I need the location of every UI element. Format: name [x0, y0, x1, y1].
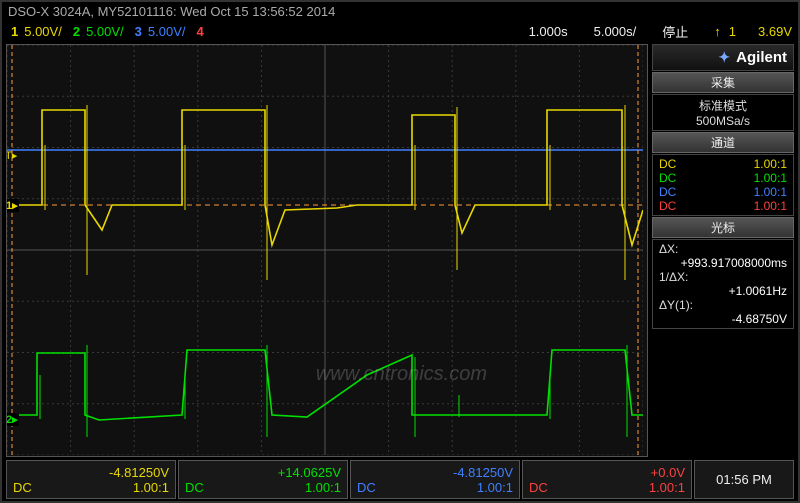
channel-header: 通道 [652, 132, 794, 153]
ch3-num: 3 [132, 24, 145, 39]
meas-ch1-value: -4.81250V [13, 465, 169, 480]
acq-body: 标准模式 500MSa/s [652, 94, 794, 131]
meas-ch3-value: -4.81250V [357, 465, 513, 480]
trig-channel: 1 [729, 24, 736, 39]
channel-row: DC1.00:1 [655, 199, 791, 213]
acq-header: 采集 [652, 72, 794, 93]
channel-row: DC1.00:1 [655, 185, 791, 199]
meas-ch2-ratio: 1.00:1 [305, 480, 341, 495]
dx-value: +993.917008000ms [659, 256, 787, 270]
meas-ch1-ratio: 1.00:1 [133, 480, 169, 495]
meas-ch4[interactable]: +0.0V DC 1.00:1 [522, 460, 692, 499]
dx-label: ΔX: [659, 242, 787, 256]
meas-ch2[interactable]: +14.0625V DC 1.00:1 [178, 460, 348, 499]
brand-text: Agilent [736, 49, 787, 66]
meas-ch3[interactable]: -4.81250V DC 1.00:1 [350, 460, 520, 499]
brand-icon: ✦ [718, 49, 730, 66]
cursor-header: 光标 [652, 217, 794, 238]
acq-mode: 标准模式 [657, 97, 789, 114]
ch3-scale: 5.00V/ [148, 24, 186, 39]
meas-ch4-value: +0.0V [529, 465, 685, 480]
info-bar: 15.00V/ 25.00V/ 35.00V/ 4 1.000s 5.000s/… [2, 21, 798, 42]
meas-ch1-dc: DC [13, 480, 32, 495]
clock: 01:56 PM [694, 460, 794, 499]
ch1-gnd-marker: 1▸ [6, 199, 19, 212]
ch1-num: 1 [8, 24, 21, 39]
brand-badge: ✦ Agilent [652, 44, 794, 71]
channel-body: DC1.00:1DC1.00:1DC1.00:1DC1.00:1 [652, 154, 794, 216]
meas-ch2-value: +14.0625V [185, 465, 341, 480]
meas-ch4-ratio: 1.00:1 [649, 480, 685, 495]
meas-ch1[interactable]: -4.81250V DC 1.00:1 [6, 460, 176, 499]
model-header: DSO-X 3024A, MY52101116: Wed Oct 15 13:5… [2, 2, 798, 21]
dy-label: ΔY(1): [659, 298, 787, 312]
side-panel: ✦ Agilent 采集 标准模式 500MSa/s 通道 DC1.00:1DC… [650, 42, 798, 457]
sample-window: 5.000s/ [594, 24, 637, 39]
ch2-gnd-marker: 2▸ [6, 413, 19, 426]
invdx-label: 1/ΔX: [659, 270, 787, 284]
acq-rate: 500MSa/s [657, 114, 789, 128]
meas-ch3-ratio: 1.00:1 [477, 480, 513, 495]
channel-row: DC1.00:1 [655, 171, 791, 185]
meas-ch3-dc: DC [357, 480, 376, 495]
meas-ch2-dc: DC [185, 480, 204, 495]
trig-level: 3.69V [758, 24, 792, 39]
invdx-value: +1.0061Hz [659, 284, 787, 298]
dy-value: -4.68750V [659, 312, 787, 326]
trigger-marker: T▸ [6, 149, 17, 162]
meas-ch4-dc: DC [529, 480, 548, 495]
channel-row: DC1.00:1 [655, 157, 791, 171]
trig-edge-icon: ↑ [714, 24, 721, 39]
ch2-scale: 5.00V/ [86, 24, 124, 39]
waveform-display[interactable]: T▸ 1▸ 2▸ www.cntronics.com [6, 44, 648, 457]
ch4-num: 4 [193, 24, 206, 39]
bottom-bar: -4.81250V DC 1.00:1 +14.0625V DC 1.00:1 -4… [2, 457, 798, 501]
cursor-body: ΔX: +993.917008000ms 1/ΔX: +1.0061Hz ΔY(… [652, 239, 794, 329]
ch1-scale: 5.00V/ [24, 24, 62, 39]
ch2-num: 2 [70, 24, 83, 39]
timebase: 1.000s [529, 24, 568, 39]
run-status: 停止 [662, 22, 688, 41]
